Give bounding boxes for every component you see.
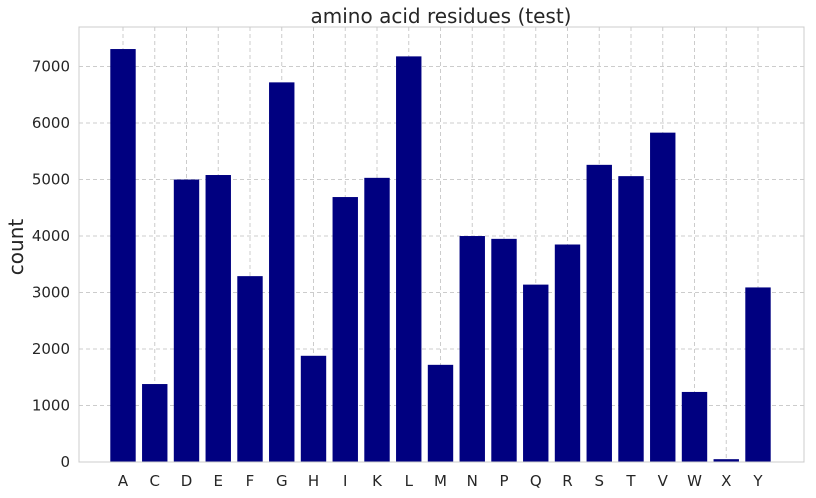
bar-R [554, 244, 581, 462]
x-tick-label: M [434, 472, 447, 490]
bar-A [110, 49, 136, 462]
bar-N [459, 236, 485, 462]
bar-T [618, 176, 644, 462]
bar-K [364, 177, 390, 463]
bar-I [332, 197, 358, 462]
bar-E [205, 175, 231, 462]
y-tick-label: 2000 [32, 340, 70, 358]
x-tick-label: P [499, 472, 508, 490]
x-tick-label: H [308, 472, 319, 490]
x-tick-label: C [150, 472, 160, 490]
x-tick-label: N [467, 472, 478, 490]
x-tick-label: Q [530, 472, 542, 490]
bar-Q [523, 284, 549, 462]
x-tick-label: T [625, 472, 636, 490]
y-tick-label: 4000 [32, 227, 70, 245]
y-tick-label: 0 [60, 453, 70, 471]
axis-ticks: 0 1000 2000 3000 4000 5000 6000 7000 A C D E F G H I K L M… [32, 58, 764, 490]
bar-Y [745, 287, 771, 462]
bar-C [142, 384, 168, 462]
y-tick-label: 7000 [32, 58, 70, 76]
bar-V [650, 132, 676, 462]
x-tick-label: L [405, 472, 414, 490]
x-tick-label: X [721, 472, 731, 490]
y-tick-label: 5000 [32, 171, 70, 189]
x-tick-label: Y [752, 472, 763, 490]
y-tick-label: 3000 [32, 284, 70, 302]
x-tick-label: R [562, 472, 572, 490]
bar-F [237, 276, 263, 462]
x-tick-label: V [658, 472, 669, 490]
chart-title: amino acid residues (test) [311, 4, 572, 28]
x-tick-label: D [181, 472, 193, 490]
x-tick-label: K [372, 472, 383, 490]
y-tick-label: 1000 [32, 397, 70, 415]
bar-P [491, 238, 517, 462]
x-tick-label: E [214, 472, 223, 490]
x-tick-label: W [687, 472, 702, 490]
x-tick-label: A [118, 472, 129, 490]
bar-M [427, 364, 454, 462]
bar-D [173, 179, 200, 462]
y-axis-label: count [4, 219, 28, 276]
bar-S [586, 164, 612, 462]
x-tick-label: G [276, 472, 288, 490]
bar-W [681, 391, 708, 462]
x-tick-label: F [246, 472, 255, 490]
plot-frame [78, 26, 805, 463]
bar-X [713, 459, 739, 462]
x-tick-label: S [594, 472, 604, 490]
bar-H [300, 355, 327, 462]
x-tick-label: I [343, 472, 347, 490]
bar-G [269, 82, 295, 462]
bar-series [110, 49, 771, 463]
y-tick-label: 6000 [32, 114, 70, 132]
bar-L [396, 56, 422, 463]
